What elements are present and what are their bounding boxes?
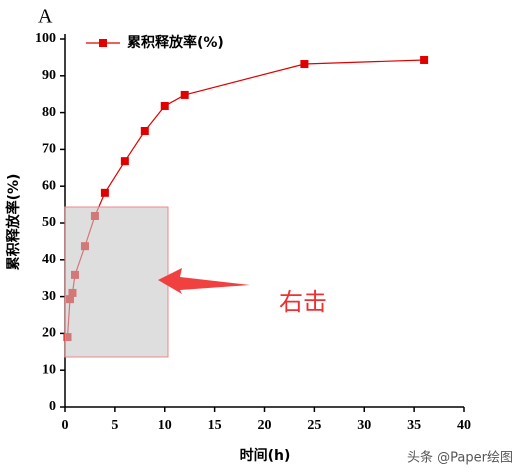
panel-label: A	[38, 6, 53, 28]
y-tick-label: 90	[42, 68, 56, 83]
y-tick-label: 70	[42, 142, 56, 157]
arrow	[158, 268, 250, 294]
x-tick-label: 35	[407, 418, 421, 433]
y-tick-label: 30	[42, 289, 56, 304]
y-tick-label: 20	[42, 326, 56, 341]
y-tick-label: 10	[42, 362, 56, 377]
legend-marker	[99, 39, 107, 47]
data-point	[100, 188, 109, 197]
x-tick-label: 25	[307, 418, 321, 433]
y-axis-title: 累积释放率(%)	[5, 174, 22, 271]
data-point	[140, 127, 149, 135]
x-tick-label: 40	[457, 418, 471, 433]
legend-label: 累积释放率(%)	[127, 34, 224, 51]
x-tick-label: 20	[258, 418, 272, 433]
x-tick-label: 30	[357, 418, 371, 433]
x-tick-label: 15	[208, 418, 222, 433]
y-tick-label: 80	[42, 105, 56, 120]
data-point	[120, 157, 129, 166]
x-axis-title: 时间(h)	[240, 447, 291, 464]
y-tick-label: 0	[49, 399, 56, 414]
x-tick-label: 5	[111, 418, 118, 433]
watermark: 头条 @Paper绘图	[407, 450, 513, 466]
y-tick-label: 40	[42, 252, 56, 267]
data-point	[420, 55, 429, 64]
y-tick-label: 100	[35, 31, 56, 46]
y-tick-label: 60	[42, 178, 56, 193]
selection-overlay	[64, 206, 169, 358]
data-point	[180, 90, 189, 99]
data-point	[300, 60, 309, 69]
annotation: 右击	[279, 288, 327, 316]
y-tick-label: 50	[42, 215, 56, 230]
data-point	[160, 101, 169, 110]
x-tick-label: 10	[158, 418, 172, 433]
x-tick-label: 0	[62, 418, 69, 433]
